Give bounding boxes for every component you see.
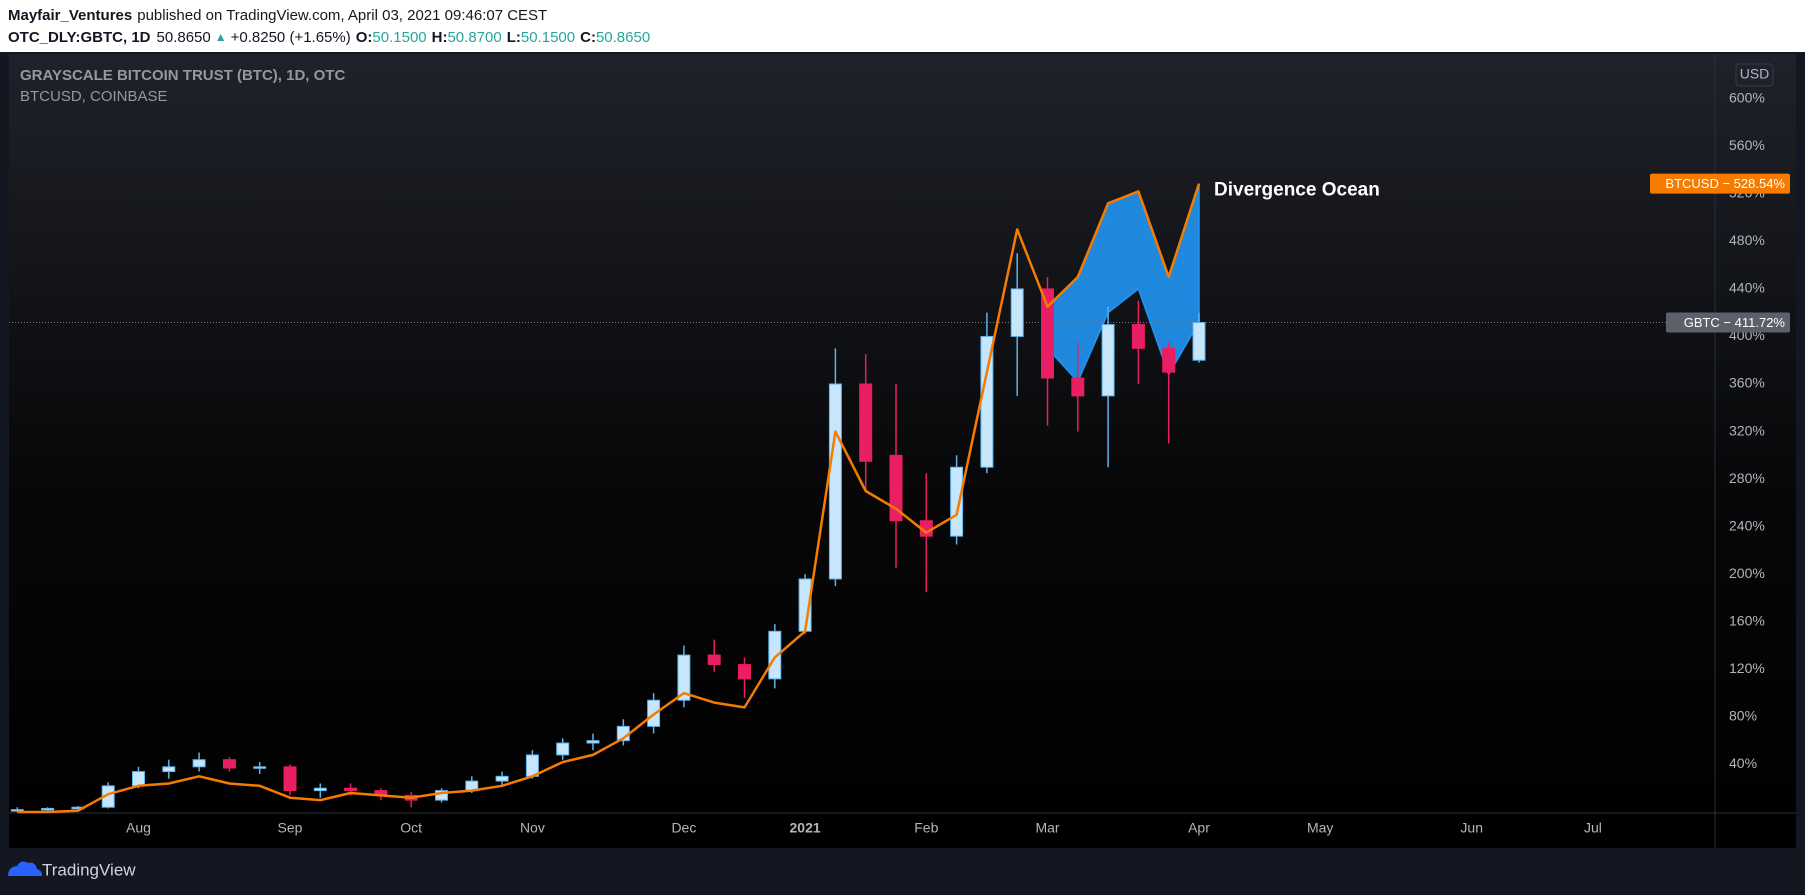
candle-body	[738, 664, 751, 680]
change: +0.8250 (+1.65%)	[231, 29, 351, 46]
price-tag	[1650, 173, 1790, 194]
ohlc-label: L:	[507, 29, 521, 46]
candle-body	[677, 654, 691, 701]
legend-main: GRAYSCALE BITCOIN TRUST (BTC), 1D, OTC	[20, 67, 345, 84]
price-tag-label: GBTC − 411.72%	[1684, 315, 1786, 330]
candle-body	[707, 654, 721, 666]
y-tick-label: 320%	[1729, 422, 1765, 438]
currency-label[interactable]: USD	[1740, 66, 1770, 82]
candle-body	[556, 742, 570, 756]
x-tick-label: Oct	[400, 820, 422, 836]
candle-body	[132, 771, 145, 787]
x-tick-label: Jul	[1584, 820, 1602, 836]
x-tick-label: May	[1307, 820, 1333, 836]
candle-body	[1041, 288, 1054, 379]
legend-compare: BTCUSD, COINBASE	[20, 88, 168, 105]
candle-body	[1162, 347, 1176, 373]
brand-name: TradingView	[42, 860, 136, 879]
ohlc-value: 50.1500	[521, 29, 575, 46]
candle-body	[1101, 324, 1115, 397]
candle-body	[313, 787, 327, 792]
ohlc-label: H:	[432, 29, 448, 46]
candle-body	[889, 454, 903, 522]
y-tick-label: 160%	[1729, 612, 1765, 628]
x-tick-label: Jun	[1460, 820, 1483, 836]
y-tick-label: 480%	[1729, 232, 1765, 248]
ohlc-value: 50.8650	[596, 29, 650, 46]
y-tick-label: 240%	[1729, 517, 1765, 533]
y-tick-label: 600%	[1729, 89, 1765, 105]
y-tick-label: 120%	[1729, 660, 1765, 676]
price-tag	[1666, 312, 1790, 333]
candle-body	[495, 775, 509, 782]
currency-button[interactable]	[1735, 63, 1774, 87]
candle-body	[828, 383, 842, 580]
header-bg	[0, 0, 1805, 52]
candle-body	[768, 630, 782, 680]
published: published on TradingView.com, April 03, …	[137, 7, 547, 24]
candle-body	[192, 759, 206, 768]
x-tick-label: Dec	[671, 820, 696, 836]
ohlc-value: 50.8700	[447, 29, 501, 46]
y-tick-label: 440%	[1729, 280, 1765, 296]
x-tick-label: 2021	[790, 820, 821, 836]
ohlc-label: C:	[580, 29, 596, 46]
candle-body	[859, 383, 873, 462]
author: Mayfair_Ventures	[8, 7, 132, 24]
price-tag-label: BTCUSD − 528.54%	[1665, 176, 1785, 191]
candle-body	[435, 790, 448, 801]
x-tick-label: Aug	[126, 820, 151, 836]
y-tick-label: 560%	[1729, 137, 1765, 153]
x-tick-label: Apr	[1188, 820, 1210, 836]
arrow: ▲	[215, 30, 227, 44]
candle-body	[1192, 322, 1206, 361]
annotation-text: Divergence Ocean	[1214, 179, 1380, 200]
brand-logo	[8, 861, 42, 876]
x-tick-label: Mar	[1035, 820, 1059, 836]
candle-body	[1071, 377, 1085, 397]
x-tick-label: Feb	[914, 820, 938, 836]
ohlc-value: 50.1500	[372, 29, 426, 46]
candle-body	[283, 766, 297, 792]
symbol: OTC_DLY:GBTC, 1D	[8, 29, 151, 46]
x-tick-label: Nov	[520, 820, 545, 836]
footer-bg	[0, 848, 1805, 895]
x-tick-label: Sep	[278, 820, 303, 836]
candle-body	[253, 766, 267, 769]
ohlc-label: O:	[356, 29, 373, 46]
quote-line: OTC_DLY:GBTC, 1D 50.8650 ▲ +0.8250 (+1.65%)…	[8, 29, 650, 46]
price: 50.8650	[157, 29, 211, 46]
candle-body	[586, 740, 600, 744]
y-tick-label: 280%	[1729, 470, 1765, 486]
candle-body	[162, 766, 176, 773]
candle-body	[344, 787, 358, 792]
btc-line	[17, 183, 1201, 814]
y-tick-label: 200%	[1729, 565, 1765, 581]
y-tick-label: 40%	[1729, 755, 1757, 771]
y-tick-label: 80%	[1729, 708, 1757, 724]
candle-body	[1010, 288, 1024, 337]
candle-body	[222, 759, 236, 769]
candle-body	[41, 807, 55, 811]
y-tick-label: 360%	[1729, 375, 1765, 391]
candle-body	[1131, 324, 1145, 349]
chart-panel	[9, 54, 1796, 848]
candle-body	[950, 466, 964, 537]
publish-line: Mayfair_Ventures published on TradingView…	[8, 7, 547, 24]
